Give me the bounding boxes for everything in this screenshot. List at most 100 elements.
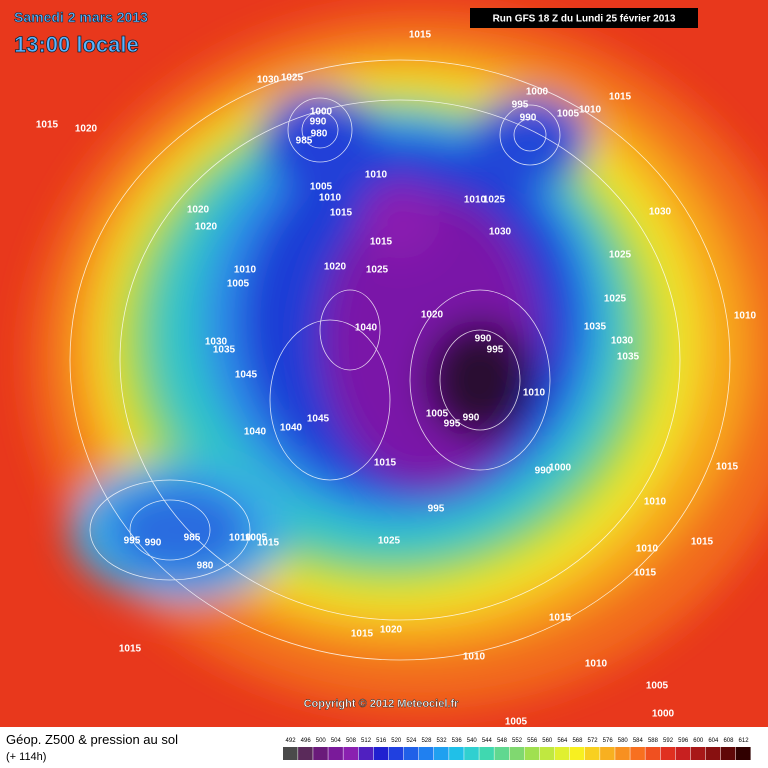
isobar-label: 1015 bbox=[609, 92, 632, 103]
colorbar-swatch bbox=[328, 747, 343, 760]
colorbar-swatch bbox=[585, 747, 600, 760]
colorbar-swatch bbox=[736, 747, 751, 760]
isobar-label: 1015 bbox=[549, 613, 572, 624]
isobar-label: 1035 bbox=[617, 352, 640, 363]
isobar-label: 1000 bbox=[549, 463, 572, 474]
colorbar-swatch bbox=[720, 747, 736, 760]
lead-time: (+ 114h) bbox=[6, 751, 46, 763]
colorbar-swatch bbox=[388, 747, 404, 760]
isobar-label: 1020 bbox=[75, 124, 98, 135]
isobar-label: 1010 bbox=[365, 170, 388, 181]
colorbar-label: 588 bbox=[648, 738, 659, 744]
colorbar-label: 568 bbox=[572, 738, 583, 744]
copyright: Copyright © 2012 Meteociel.fr bbox=[304, 698, 460, 710]
footer-title: Géop. Z500 & pression au sol bbox=[6, 732, 178, 747]
colorbar-swatch bbox=[524, 747, 540, 760]
isobar-label: 1005 bbox=[227, 279, 250, 290]
colorbar-label: 552 bbox=[512, 738, 523, 744]
colorbar-swatch bbox=[615, 747, 630, 760]
colorbar-swatch bbox=[298, 747, 313, 760]
run-info: Run GFS 18 Z du Lundi 25 février 2013 bbox=[493, 14, 676, 25]
colorbar-swatch bbox=[343, 747, 358, 760]
isobar-label: 1010 bbox=[734, 311, 757, 322]
colorbar-swatch bbox=[645, 747, 660, 760]
colorbar-swatch bbox=[675, 747, 691, 760]
isobar-label: 1045 bbox=[307, 414, 330, 425]
isobar-label: 1005 bbox=[245, 533, 268, 544]
colorbar-label: 572 bbox=[588, 738, 599, 744]
colorbar-label: 576 bbox=[603, 738, 614, 744]
isobar-label: 990 bbox=[475, 334, 492, 345]
colorbar-label: 544 bbox=[482, 738, 493, 744]
isobar-label: 985 bbox=[296, 136, 313, 147]
colorbar-label: 560 bbox=[542, 738, 553, 744]
isobar-label: 1020 bbox=[421, 310, 444, 321]
isobar-label: 1025 bbox=[604, 294, 627, 305]
colorbar-label: 496 bbox=[301, 738, 312, 744]
isobar-label: 1025 bbox=[366, 265, 389, 276]
colorbar-swatch bbox=[554, 747, 570, 760]
isobar-label: 1020 bbox=[324, 262, 347, 273]
time: 13:00 locale bbox=[14, 32, 139, 57]
isobar-label: 1015 bbox=[36, 120, 59, 131]
isobar-label: 1015 bbox=[716, 462, 739, 473]
run-box bbox=[470, 8, 698, 28]
date: Samedi 2 mars 2013 bbox=[14, 9, 148, 25]
colorbar-swatch bbox=[690, 747, 706, 760]
isobar-label: 1025 bbox=[378, 536, 401, 547]
isobar-label: 995 bbox=[487, 345, 504, 356]
colorbar-label: 600 bbox=[693, 738, 704, 744]
isobar-label: 1030 bbox=[257, 75, 280, 86]
isobar-label: 1015 bbox=[374, 458, 397, 469]
isobar-label: 990 bbox=[310, 117, 327, 128]
isobar-label: 1000 bbox=[652, 709, 675, 720]
colorbar-swatch bbox=[630, 747, 645, 760]
colorbar-swatch bbox=[434, 747, 449, 760]
isobar-label: 980 bbox=[311, 129, 328, 140]
colorbar-swatch bbox=[660, 747, 676, 760]
colorbar-label: 556 bbox=[527, 738, 538, 744]
isobar-label: 995 bbox=[512, 100, 529, 111]
colorbar-label: 508 bbox=[346, 738, 357, 744]
isobar-label: 1005 bbox=[557, 109, 580, 120]
colorbar-swatch bbox=[569, 747, 585, 760]
isobar-label: 1015 bbox=[257, 538, 280, 549]
colorbar-swatch bbox=[705, 747, 721, 760]
isobar-label: 1020 bbox=[195, 222, 218, 233]
colorbar-label: 564 bbox=[557, 738, 568, 744]
isobar-label: 980 bbox=[197, 561, 214, 572]
isobar-label: 1015 bbox=[409, 30, 432, 41]
colorbar-swatch bbox=[283, 747, 298, 760]
colorbar-label: 584 bbox=[633, 738, 644, 744]
isobar-label: 1005 bbox=[310, 182, 333, 193]
colorbar-label: 580 bbox=[618, 738, 629, 744]
isobar-label: 1015 bbox=[330, 208, 353, 219]
colorbar-label: 608 bbox=[723, 738, 734, 744]
colorbar-swatch bbox=[494, 747, 509, 760]
colorbar-label: 532 bbox=[437, 738, 448, 744]
colorbar-label: 536 bbox=[452, 738, 463, 744]
isobar-label: 1010 bbox=[319, 193, 342, 204]
isobar-label: 1015 bbox=[119, 644, 142, 655]
isobar-label: 1030 bbox=[611, 336, 634, 347]
isobar-label: 985 bbox=[184, 533, 201, 544]
colorbar-swatch bbox=[373, 747, 389, 760]
colorbar-label: 604 bbox=[708, 738, 719, 744]
isobar-label: 995 bbox=[124, 536, 141, 547]
colorbar-swatch bbox=[479, 747, 494, 760]
isobars bbox=[69, 59, 731, 661]
colorbar-swatch bbox=[449, 747, 464, 760]
isobar-label: 995 bbox=[428, 504, 445, 515]
colorbar-swatch bbox=[358, 747, 374, 760]
isobar-label: 1010 bbox=[523, 388, 546, 399]
colorbar-swatch bbox=[313, 747, 328, 760]
isobar-label: 1010 bbox=[234, 265, 257, 276]
isobar-label: 1010 bbox=[463, 652, 486, 663]
colorbar-label: 504 bbox=[331, 738, 342, 744]
isobar-label: 1020 bbox=[187, 205, 210, 216]
isobar-label: 1030 bbox=[649, 207, 672, 218]
isobar-label: 1010 bbox=[229, 533, 252, 544]
colorbar-label: 524 bbox=[406, 738, 417, 744]
